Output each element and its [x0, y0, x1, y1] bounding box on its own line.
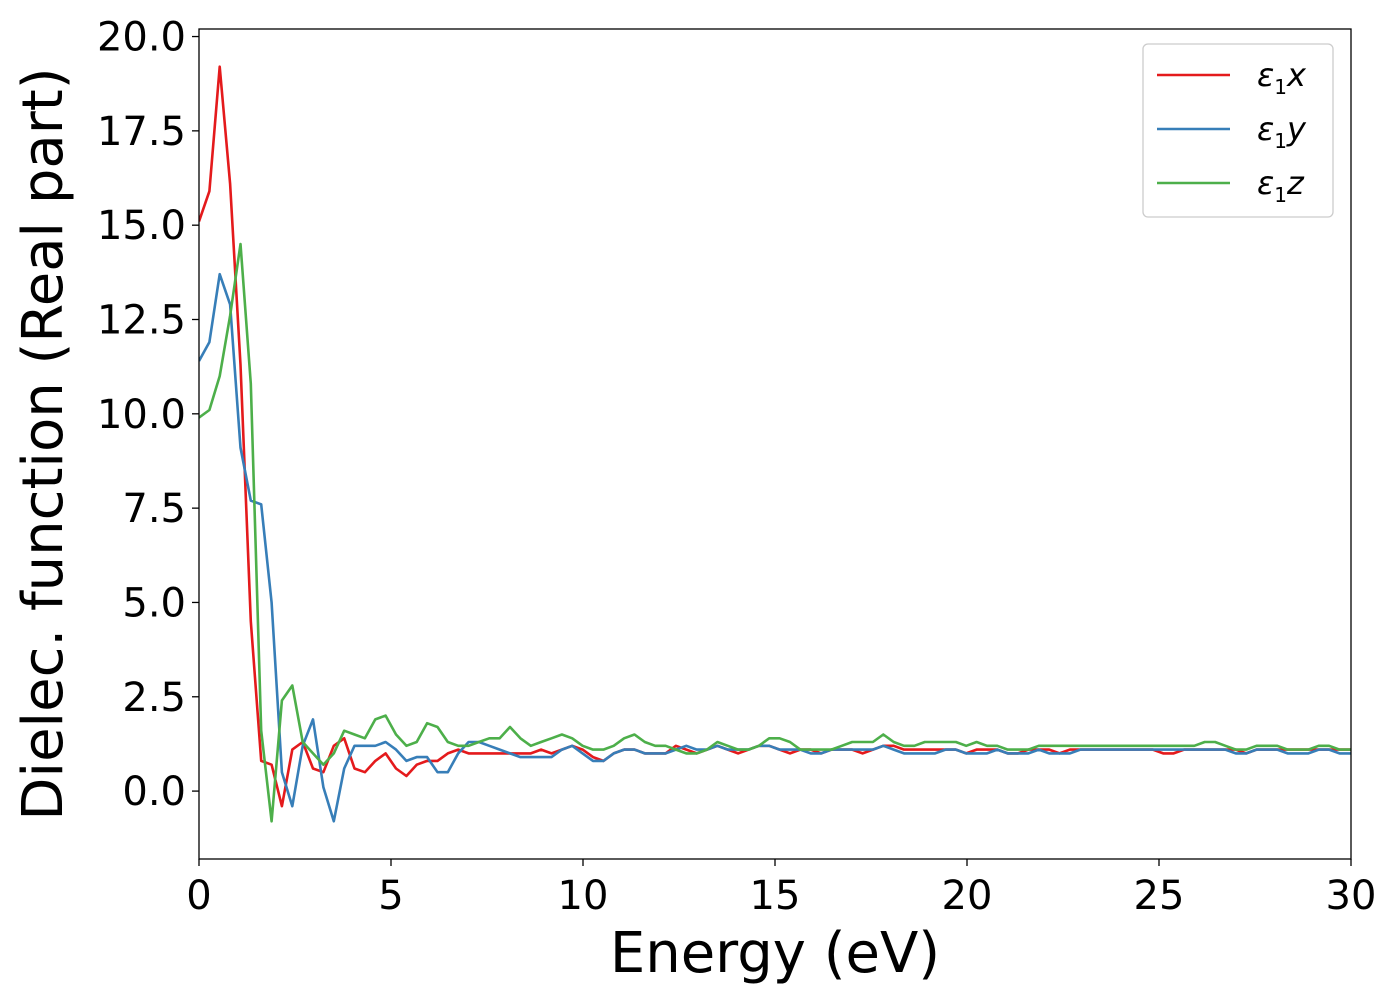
x-tick-label: 25: [1134, 873, 1185, 919]
y-tick-label: 7.5: [122, 486, 186, 532]
legend: ε1x ε1y ε1z: [1142, 43, 1334, 218]
plot-lines: [199, 65, 1351, 823]
y-tick-label: 20.0: [97, 15, 186, 61]
x-axis: 0 5 10 15 20 25 30: [186, 859, 1376, 919]
y-axis: 0.0 2.5 5.0 7.5 10.0 12.5 15.0 17.5 20.0: [97, 15, 199, 815]
y-tick-label: 10.0: [97, 392, 186, 438]
x-tick-label: 20: [942, 873, 993, 919]
x-tick-label: 0: [186, 873, 211, 919]
series-line-3: [199, 242, 1351, 823]
y-axis-label: Dielec. function (Real part): [11, 67, 76, 820]
y-tick-label: 0.0: [122, 769, 186, 815]
series-line-2: [199, 272, 1351, 823]
x-axis-label: Energy (eV): [610, 921, 940, 986]
legend-label: ε1y: [1257, 110, 1307, 153]
x-tick-label: 30: [1326, 873, 1377, 919]
y-tick-label: 12.5: [97, 298, 186, 344]
y-tick-label: 2.5: [122, 675, 186, 721]
y-tick-label: 15.0: [97, 203, 186, 249]
y-tick-label: 5.0: [122, 580, 186, 626]
x-tick-label: 10: [558, 873, 609, 919]
x-tick-label: 5: [378, 873, 403, 919]
legend-label: ε1x: [1257, 56, 1307, 99]
legend-box: [1142, 43, 1334, 218]
legend-label: ε1z: [1257, 164, 1305, 207]
x-tick-label: 15: [750, 873, 801, 919]
y-tick-label: 17.5: [97, 109, 186, 155]
